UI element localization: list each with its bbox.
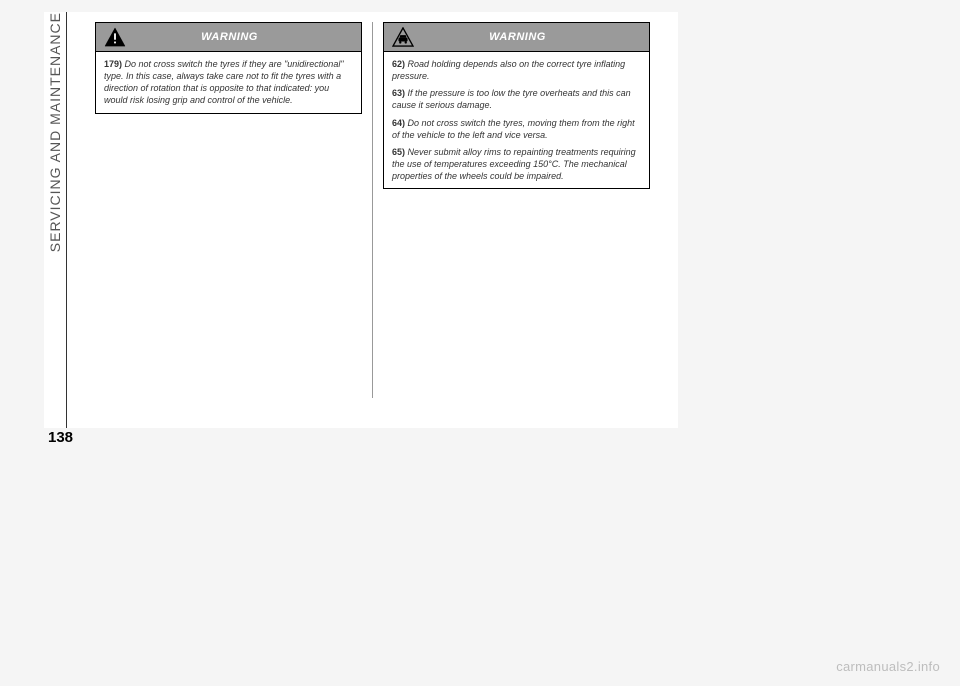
warning-item-text: Road holding depends also on the correct… bbox=[392, 59, 625, 81]
warning-title: WARNING bbox=[136, 31, 353, 43]
warning-box-right: WARNING 62) Road holding depends also on… bbox=[383, 22, 650, 189]
warning-item: 179) Do not cross switch the tyres if th… bbox=[104, 58, 353, 107]
section-side-label: SERVICING AND MAINTENANCE bbox=[44, 12, 66, 428]
warning-header: WARNING bbox=[96, 23, 361, 51]
warning-item-number: 63) bbox=[392, 88, 405, 98]
exclamation-triangle-icon bbox=[104, 27, 126, 47]
warning-header: WARNING bbox=[384, 23, 649, 51]
manual-page: WARNING 179) Do not cross switch the tyr… bbox=[66, 12, 678, 428]
warning-item: 62) Road holding depends also on the cor… bbox=[392, 58, 641, 82]
page-number: 138 bbox=[48, 429, 73, 446]
warning-item-text: Do not cross switch the tyres, moving th… bbox=[392, 118, 635, 140]
warning-title: WARNING bbox=[424, 31, 641, 43]
warning-body-right: 62) Road holding depends also on the cor… bbox=[384, 51, 649, 188]
section-side-label-text: SERVICING AND MAINTENANCE bbox=[47, 12, 63, 258]
warning-item-number: 179) bbox=[104, 59, 122, 69]
warning-item: 63) If the pressure is too low the tyre … bbox=[392, 87, 641, 111]
car-triangle-icon bbox=[392, 27, 414, 47]
watermark: carmanuals2.info bbox=[836, 659, 940, 674]
column-container: WARNING 179) Do not cross switch the tyr… bbox=[67, 12, 678, 428]
warning-box-left: WARNING 179) Do not cross switch the tyr… bbox=[95, 22, 362, 114]
warning-item-text: Never submit alloy rims to repainting tr… bbox=[392, 147, 636, 181]
left-column: WARNING 179) Do not cross switch the tyr… bbox=[89, 22, 368, 418]
warning-item-number: 65) bbox=[392, 147, 405, 157]
warning-item: 65) Never submit alloy rims to repaintin… bbox=[392, 146, 641, 182]
right-column: WARNING 62) Road holding depends also on… bbox=[377, 22, 656, 418]
warning-body-left: 179) Do not cross switch the tyres if th… bbox=[96, 51, 361, 113]
warning-item-text: If the pressure is too low the tyre over… bbox=[392, 88, 631, 110]
column-divider bbox=[372, 22, 373, 398]
warning-item-number: 64) bbox=[392, 118, 405, 128]
warning-item: 64) Do not cross switch the tyres, movin… bbox=[392, 117, 641, 141]
warning-item-number: 62) bbox=[392, 59, 405, 69]
warning-item-text: Do not cross switch the tyres if they ar… bbox=[104, 59, 344, 105]
